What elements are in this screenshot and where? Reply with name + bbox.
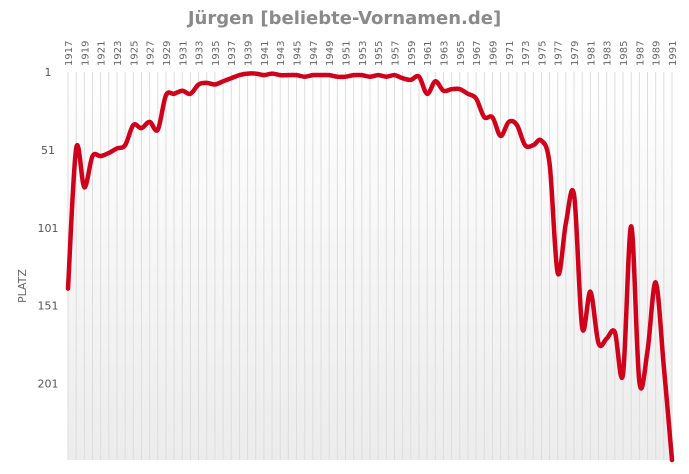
x-tick-label: 1931 <box>178 41 189 66</box>
x-tick-label: 1925 <box>129 41 140 66</box>
x-tick-label: 1987 <box>635 41 646 66</box>
y-tick-label: 51 <box>41 144 55 157</box>
x-tick-label: 1933 <box>195 41 206 66</box>
x-tick-label: 1957 <box>390 41 401 66</box>
x-tick-label: 1921 <box>97 41 108 66</box>
x-tick-label: 1919 <box>80 41 91 66</box>
chart-title: Jürgen [beliebte-Vornamen.de] <box>187 8 502 29</box>
x-tick-label: 1955 <box>374 41 385 66</box>
y-axis-title: PLATZ <box>16 269 29 303</box>
x-tick-label: 1983 <box>603 41 614 66</box>
x-tick-label: 1917 <box>64 41 75 66</box>
x-tick-label: 1953 <box>358 41 369 66</box>
x-tick-label: 1967 <box>472 41 483 66</box>
y-tick-label: 1 <box>45 66 52 79</box>
x-tick-label: 1943 <box>276 41 287 66</box>
x-tick-label: 1941 <box>260 41 271 66</box>
x-tick-label: 1991 <box>668 41 679 66</box>
x-tick-label: 1973 <box>521 41 532 66</box>
x-axis-ticks: 1917 1919 1921 1923 1925 1927 1929 1931 1933 1935… <box>64 41 679 66</box>
x-tick-label: 1929 <box>162 41 173 66</box>
y-tick-label: 151 <box>38 300 59 313</box>
x-tick-label: 1981 <box>586 41 597 66</box>
x-tick-label: 1937 <box>227 41 238 66</box>
x-tick-label: 1935 <box>211 41 222 66</box>
x-tick-label: 1965 <box>456 41 467 66</box>
x-tick-label: 1959 <box>407 41 418 66</box>
x-tick-label: 1979 <box>570 41 581 66</box>
x-tick-label: 1939 <box>244 41 255 66</box>
x-tick-label: 1949 <box>325 41 336 66</box>
x-tick-label: 1923 <box>113 41 124 66</box>
x-tick-label: 1985 <box>619 41 630 66</box>
x-tick-label: 1951 <box>342 41 353 66</box>
series-line <box>65 71 675 463</box>
y-tick-label: 101 <box>38 222 59 235</box>
x-tick-label: 1989 <box>652 41 663 66</box>
x-tick-label: 1975 <box>537 41 548 66</box>
y-tick-label: 201 <box>38 378 59 391</box>
x-tick-label: 1977 <box>554 41 565 66</box>
x-tick-label: 1927 <box>146 41 157 66</box>
x-tick-label: 1969 <box>488 41 499 66</box>
x-tick-label: 1961 <box>423 41 434 66</box>
x-tick-label: 1971 <box>505 41 516 66</box>
x-tick-label: 1945 <box>293 41 304 66</box>
x-tick-label: 1947 <box>309 41 320 66</box>
x-tick-label: 1963 <box>439 41 450 66</box>
